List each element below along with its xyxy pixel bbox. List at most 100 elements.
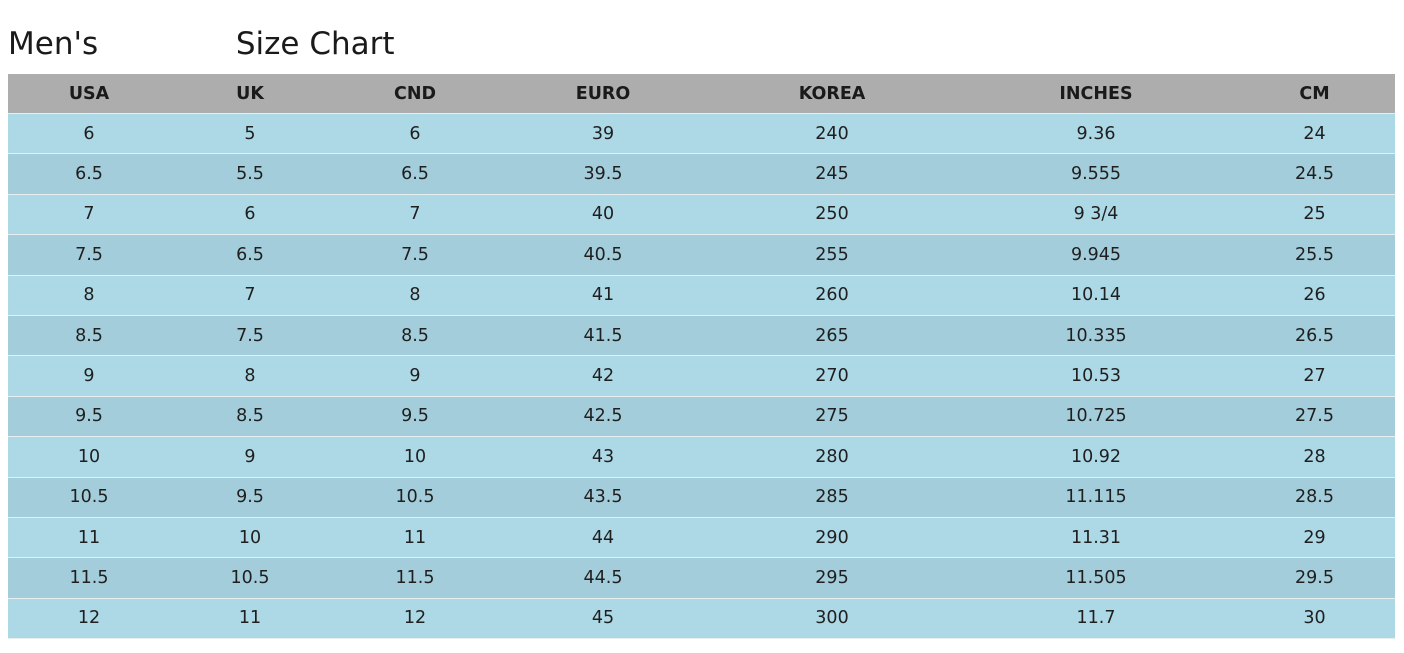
cell-usa: 8.5 [8,315,170,357]
cell-inches: 10.53 [958,355,1234,397]
cell-cm: 25 [1234,194,1395,236]
cell-inches: 9.945 [958,234,1234,276]
cell-usa: 6.5 [8,153,170,195]
cell-cnd: 8.5 [330,315,500,357]
column-header-euro: EURO [500,74,706,114]
column-header-cnd: CND [330,74,500,114]
cell-usa: 8 [8,275,170,316]
cell-usa: 11 [8,517,170,559]
cell-euro: 42 [500,355,706,397]
column-header-korea: KOREA [706,74,958,114]
cell-uk: 10.5 [170,557,330,599]
cell-korea: 250 [706,194,958,236]
cell-usa: 6 [8,113,170,155]
cell-korea: 300 [706,598,958,640]
table-row: 11 10 11 44 290 11.31 29 [8,517,1395,559]
title-suffix: Size Chart [235,26,395,62]
table-row: 10.5 9.5 10.5 43.5 285 11.115 28.5 [8,477,1395,518]
cell-inches: 10.335 [958,315,1234,357]
redacted-brand [108,30,226,61]
column-header-uk: UK [170,74,330,114]
cell-cm: 27 [1234,355,1395,397]
cell-cnd: 6 [330,113,500,155]
cell-korea: 255 [706,234,958,276]
cell-euro: 41.5 [500,315,706,357]
column-header-cm: CM [1234,74,1395,114]
cell-korea: 265 [706,315,958,357]
cell-cnd: 7.5 [330,234,500,276]
table-row: 6 5 6 39 240 9.36 24 [8,113,1395,155]
table-row: 8.5 7.5 8.5 41.5 265 10.335 26.5 [8,315,1395,357]
cell-euro: 43.5 [500,477,706,518]
cell-usa: 9 [8,355,170,397]
cell-inches: 10.92 [958,436,1234,478]
table-row: 6.5 5.5 6.5 39.5 245 9.555 24.5 [8,153,1395,195]
cell-uk: 7 [170,275,330,316]
cell-usa: 10.5 [8,477,170,518]
cell-inches: 11.115 [958,477,1234,518]
cell-euro: 44 [500,517,706,559]
cell-korea: 260 [706,275,958,316]
cell-cnd: 7 [330,194,500,236]
cell-usa: 9.5 [8,396,170,438]
cell-cm: 25.5 [1234,234,1395,276]
cell-cm: 29 [1234,517,1395,559]
cell-uk: 10 [170,517,330,559]
page-title: Men's Size Chart [8,24,395,64]
cell-cnd: 8 [330,275,500,316]
cell-euro: 45 [500,598,706,640]
header-row: USA UK CND EURO KOREA INCHES CM [8,74,1395,114]
title-prefix: Men's [8,26,99,62]
cell-uk: 11 [170,598,330,640]
table-row: 9 8 9 42 270 10.53 27 [8,355,1395,397]
cell-usa: 7.5 [8,234,170,276]
cell-korea: 295 [706,557,958,599]
cell-cm: 30 [1234,598,1395,640]
cell-korea: 285 [706,477,958,518]
cell-korea: 275 [706,396,958,438]
cell-cnd: 11 [330,517,500,559]
cell-cm: 29.5 [1234,557,1395,599]
cell-uk: 8 [170,355,330,397]
cell-uk: 6 [170,194,330,236]
cell-euro: 39.5 [500,153,706,195]
cell-inches: 9.36 [958,113,1234,155]
table-row: 7 6 7 40 250 9 3/4 25 [8,194,1395,236]
cell-korea: 270 [706,355,958,397]
cell-inches: 9.555 [958,153,1234,195]
cell-inches: 11.31 [958,517,1234,559]
cell-euro: 41 [500,275,706,316]
cell-euro: 42.5 [500,396,706,438]
cell-euro: 44.5 [500,557,706,599]
table-row: 11.5 10.5 11.5 44.5 295 11.505 29.5 [8,557,1395,599]
column-header-inches: INCHES [958,74,1234,114]
cell-uk: 8.5 [170,396,330,438]
cell-cm: 24 [1234,113,1395,155]
cell-uk: 5.5 [170,153,330,195]
cell-korea: 290 [706,517,958,559]
cell-cm: 26.5 [1234,315,1395,357]
cell-korea: 280 [706,436,958,478]
cell-cnd: 9 [330,355,500,397]
cell-usa: 10 [8,436,170,478]
column-header-usa: USA [8,74,170,114]
cell-cnd: 11.5 [330,557,500,599]
table-row: 10 9 10 43 280 10.92 28 [8,436,1395,478]
cell-usa: 12 [8,598,170,640]
cell-cm: 28.5 [1234,477,1395,518]
cell-euro: 40.5 [500,234,706,276]
cell-uk: 6.5 [170,234,330,276]
cell-korea: 245 [706,153,958,195]
cell-inches: 11.7 [958,598,1234,640]
cell-cnd: 10 [330,436,500,478]
cell-cm: 27.5 [1234,396,1395,438]
cell-cnd: 9.5 [330,396,500,438]
cell-euro: 39 [500,113,706,155]
cell-cm: 24.5 [1234,153,1395,195]
cell-cm: 26 [1234,275,1395,316]
cell-inches: 10.725 [958,396,1234,438]
table-row: 8 7 8 41 260 10.14 26 [8,275,1395,316]
cell-cnd: 12 [330,598,500,640]
cell-usa: 7 [8,194,170,236]
cell-euro: 43 [500,436,706,478]
